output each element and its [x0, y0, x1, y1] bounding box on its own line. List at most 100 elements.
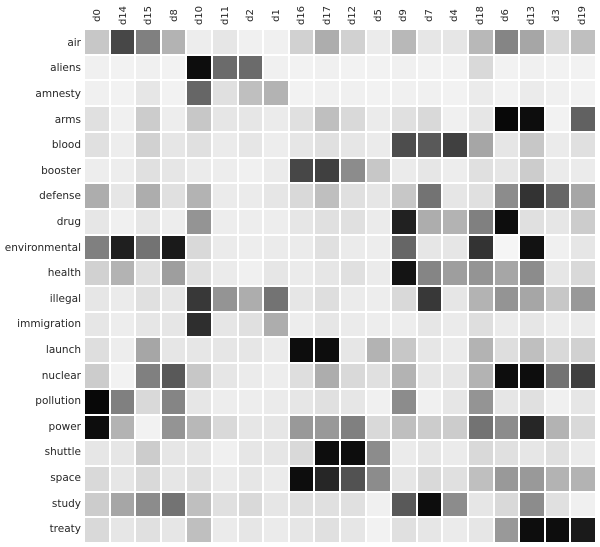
heatmap-cell-drug-d4	[443, 209, 467, 234]
heatmap-cell-pollution-d18	[469, 389, 493, 414]
heatmap-cell-air-d2	[238, 30, 263, 54]
heatmap-cell-environmental-d9	[392, 235, 416, 260]
heatmap-cell-treaty-d3	[545, 518, 570, 542]
heatmap-cell-environmental-d17	[315, 235, 339, 260]
heatmap-cell-space-d2	[238, 466, 263, 491]
heatmap-cell-study-d16	[289, 492, 314, 517]
heatmap-cell-environmental-d1	[264, 235, 288, 260]
heatmap-cell-nuclear-d14	[110, 364, 135, 388]
heatmap-cell-drug-d2	[238, 209, 263, 234]
heatmap-cell-booster-d12	[341, 158, 365, 183]
row-label-aliens: aliens	[50, 62, 81, 75]
heatmap-cell-immigration-d8	[161, 312, 186, 337]
heatmap-cell-aliens-d13	[520, 55, 544, 80]
heatmap-cell-shuttle-d14	[110, 441, 135, 465]
column-header-label: d1	[270, 9, 282, 22]
heatmap-cell-drug-d0	[85, 209, 109, 234]
column-header-d19: d19	[570, 0, 596, 29]
heatmap-cell-treaty-d19	[571, 518, 595, 542]
heatmap-cell-blood-d12	[341, 132, 365, 157]
heatmap-cell-illegal-d15	[136, 287, 160, 311]
heatmap-cell-arms-d16	[289, 107, 314, 131]
heatmap-cell-launch-d10	[187, 338, 211, 363]
heatmap-cell-drug-d10	[187, 209, 211, 234]
column-header-d10: d10	[187, 0, 213, 29]
heatmap-cell-pollution-d11	[213, 389, 237, 414]
heatmap-cell-space-d7	[417, 466, 442, 491]
row-label-environmental: environmental	[4, 241, 81, 254]
column-header-label: d5	[372, 9, 384, 22]
heatmap-cell-booster-d18	[469, 158, 493, 183]
heatmap-cell-immigration-d9	[392, 312, 416, 337]
heatmap-cell-defense-d1	[264, 184, 288, 208]
heatmap-cell-launch-d15	[136, 338, 160, 363]
heatmap-cell-amnesty-d19	[571, 81, 595, 106]
heatmap-cell-arms-d15	[136, 107, 160, 131]
heatmap-cell-drug-d19	[571, 209, 595, 234]
heatmap-cell-health-d3	[545, 261, 570, 285]
heatmap-cell-pollution-d9	[392, 389, 416, 414]
heatmap-cell-defense-d16	[289, 184, 314, 208]
heatmap-cell-blood-d13	[520, 132, 544, 157]
heatmap-cell-pollution-d6	[494, 389, 519, 414]
heatmap-cell-air-d19	[571, 30, 595, 54]
heatmap-cell-arms-d13	[520, 107, 544, 131]
heatmap-cell-air-d12	[341, 30, 365, 54]
heatmap-cell-space-d17	[315, 466, 339, 491]
heatmap-cell-immigration-d5	[366, 312, 391, 337]
heatmap-cell-amnesty-d3	[545, 81, 570, 106]
heatmap-cell-treaty-d0	[85, 518, 109, 542]
heatmap-cell-study-d11	[213, 492, 237, 517]
heatmap-cell-launch-d6	[494, 338, 519, 363]
column-header-label: d2	[245, 9, 257, 22]
heatmap-cell-launch-d1	[264, 338, 288, 363]
heatmap-cell-booster-d0	[85, 158, 109, 183]
heatmap-cell-shuttle-d0	[85, 441, 109, 465]
heatmap-cell-space-d12	[341, 466, 365, 491]
heatmap-cell-pollution-d14	[110, 389, 135, 414]
heatmap-cell-illegal-d0	[85, 287, 109, 311]
column-header-label: d8	[168, 9, 180, 22]
heatmap-cell-nuclear-d8	[161, 364, 186, 388]
heatmap-cell-power-d2	[238, 415, 263, 440]
heatmap-cell-air-d16	[289, 30, 314, 54]
heatmap-cell-environmental-d4	[443, 235, 467, 260]
heatmap-cell-treaty-d11	[213, 518, 237, 542]
heatmap-cell-illegal-d12	[341, 287, 365, 311]
heatmap-cell-space-d9	[392, 466, 416, 491]
heatmap-cell-blood-d2	[238, 132, 263, 157]
heatmap-cell-nuclear-d2	[238, 364, 263, 388]
heatmap-cell-environmental-d0	[85, 235, 109, 260]
heatmap-cell-defense-d2	[238, 184, 263, 208]
heatmap-cell-shuttle-d6	[494, 441, 519, 465]
heatmap-cell-defense-d12	[341, 184, 365, 208]
heatmap-cell-shuttle-d8	[161, 441, 186, 465]
heatmap-cell-arms-d5	[366, 107, 391, 131]
column-header-d6: d6	[493, 0, 519, 29]
heatmap-cell-launch-d12	[341, 338, 365, 363]
column-header-label: d18	[474, 5, 486, 26]
heatmap-cell-amnesty-d14	[110, 81, 135, 106]
heatmap-cell-booster-d11	[213, 158, 237, 183]
heatmap-cell-power-d17	[315, 415, 339, 440]
heatmap-cell-defense-d11	[213, 184, 237, 208]
heatmap-cell-immigration-d13	[520, 312, 544, 337]
heatmap-cell-air-d10	[187, 30, 211, 54]
heatmap-cell-treaty-d6	[494, 518, 519, 542]
heatmap-cell-immigration-d14	[110, 312, 135, 337]
heatmap-cell-study-d18	[469, 492, 493, 517]
heatmap-cell-nuclear-d12	[341, 364, 365, 388]
row-label-air: air	[67, 36, 81, 49]
heatmap-cell-study-d13	[520, 492, 544, 517]
heatmap-cell-amnesty-d8	[161, 81, 186, 106]
heatmap-cell-launch-d0	[85, 338, 109, 363]
heatmap-cell-shuttle-d12	[341, 441, 365, 465]
heatmap-cell-power-d4	[443, 415, 467, 440]
heatmap-cell-environmental-d2	[238, 235, 263, 260]
heatmap-cell-aliens-d17	[315, 55, 339, 80]
heatmap-cell-launch-d8	[161, 338, 186, 363]
heatmap-cell-pollution-d7	[417, 389, 442, 414]
column-header-d12: d12	[340, 0, 366, 29]
heatmap-cell-drug-d18	[469, 209, 493, 234]
heatmap-cell-nuclear-d4	[443, 364, 467, 388]
